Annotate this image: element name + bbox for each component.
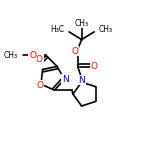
Text: O: O: [37, 81, 44, 90]
Text: O: O: [36, 55, 43, 64]
Text: CH₃: CH₃: [75, 19, 89, 28]
Text: CH₃: CH₃: [4, 51, 18, 60]
Text: N: N: [62, 75, 69, 84]
Text: O: O: [71, 47, 78, 56]
Text: H₃C: H₃C: [50, 25, 64, 34]
Text: O: O: [29, 51, 36, 60]
Text: N: N: [78, 76, 85, 85]
Text: CH₃: CH₃: [99, 25, 113, 34]
Text: O: O: [91, 62, 98, 71]
